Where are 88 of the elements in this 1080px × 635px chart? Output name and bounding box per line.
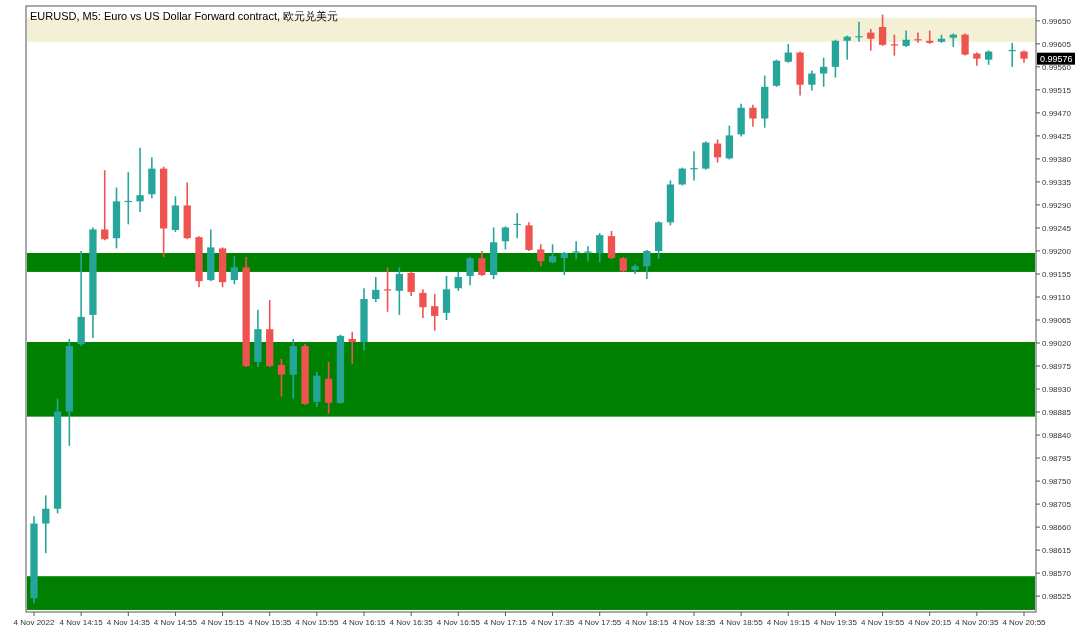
x-tick-label: 4 Nov 16:55 [436, 618, 481, 627]
x-tick-label: 4 Nov 17:55 [578, 618, 622, 627]
x-tick-label: 4 Nov 20:15 [908, 618, 952, 627]
candlestick [395, 266, 404, 316]
candlestick [572, 240, 580, 260]
y-tick-label: 0.98615 [1042, 546, 1072, 556]
candlestick [560, 251, 569, 276]
x-tick-label: 4 Nov 17:15 [483, 618, 528, 627]
y-tick-label: 0.98705 [1042, 500, 1072, 510]
candlestick [867, 28, 875, 52]
x-tick-label: 4 Nov 20:35 [955, 618, 999, 627]
chart-title: EURUSD, M5: Euro vs US Dollar Forward contract, 欧元兑美元 [30, 10, 339, 22]
text: 0.99576 [1040, 54, 1073, 65]
x-tick-label: 4 Nov 16:15 [342, 618, 387, 627]
y-tick-label: 0.98750 [1042, 477, 1072, 487]
candlestick [277, 358, 286, 398]
candlestick [713, 138, 722, 164]
y-tick-label: 0.98975 [1042, 362, 1072, 372]
candlestick [926, 29, 934, 45]
candlestick [230, 255, 239, 285]
candlestick [407, 271, 415, 297]
candlestick [749, 103, 757, 128]
y-tick-label: 0.99110 [1042, 292, 1071, 302]
x-tick-label: 4 Nov 18:55 [719, 618, 764, 627]
candlestick [136, 146, 144, 213]
y-tick-label: 0.99200 [1042, 246, 1072, 256]
candlestick [101, 169, 109, 242]
x-tick-label: 4 Nov 19:35 [813, 618, 858, 627]
candlestick [878, 13, 887, 47]
x-tick-label: 4 Nov 20:55 [1002, 618, 1047, 627]
candlestick [643, 249, 651, 280]
x-tick-label: 4 Nov 15:15 [201, 618, 245, 627]
x-tick-label: 4 Nov 18:35 [672, 618, 717, 627]
y-tick-label: 0.99380 [1042, 154, 1072, 164]
candlestick [383, 266, 392, 313]
y-tick-label: 0.98885 [1042, 408, 1072, 418]
x-tick-label: 4 Nov 19:55 [861, 618, 905, 627]
y-tick-label: 0.98795 [1042, 454, 1072, 464]
candlestick [431, 293, 439, 332]
y-tick-label: 0.99650 [1042, 16, 1072, 26]
x-tick-label: 4 Nov 2022 [13, 618, 56, 627]
x-tick-label: 4 Nov 18:15 [625, 618, 669, 627]
candlestick [537, 243, 545, 268]
y-tick-label: 0.98570 [1042, 569, 1072, 579]
candlestick [372, 276, 380, 303]
candlestick [584, 245, 592, 262]
y-tick-label: 0.99605 [1042, 39, 1072, 49]
y-tick-label: 0.98930 [1042, 385, 1072, 395]
x-tick-label: 4 Nov 15:35 [248, 618, 292, 627]
y-tick-label: 0.99425 [1042, 131, 1072, 141]
y-tick-label: 0.99470 [1042, 108, 1072, 118]
candlestick [42, 494, 50, 554]
y-tick-label: 0.98525 [1042, 592, 1072, 602]
candlestick [784, 43, 792, 64]
x-tick-label: 4 Nov 19:15 [766, 618, 811, 627]
x-tick-label: 4 Nov 14:15 [59, 618, 104, 627]
candlestick [442, 275, 451, 321]
x-tick-label: 4 Nov 14:35 [106, 618, 151, 627]
candlestick [548, 243, 557, 265]
candlestick [466, 256, 474, 287]
y-tick-label: 0.99335 [1042, 177, 1072, 187]
candlestick [607, 230, 616, 260]
candlestick [596, 232, 604, 264]
y-tick-label: 0.99065 [1042, 315, 1072, 325]
candlestick [961, 32, 969, 57]
candlestick [843, 34, 851, 61]
candlestick [478, 250, 486, 277]
y-tick-label: 0.98660 [1042, 523, 1072, 533]
y-tick-label: 0.99155 [1042, 269, 1072, 279]
x-tick-label: 4 Nov 15:55 [295, 618, 339, 627]
candlestick [348, 330, 356, 365]
candlestick [725, 124, 734, 161]
candlestick [501, 225, 510, 251]
candlestick [454, 271, 462, 292]
y-tick-label: 0.99245 [1042, 223, 1072, 233]
y-tick-label: 0.99560 [1042, 62, 1072, 72]
y-tick-label: 0.99020 [1042, 339, 1072, 349]
candlestick [419, 288, 427, 319]
y-tick-label: 0.99515 [1042, 85, 1072, 95]
x-tick-label: 4 Nov 16:35 [389, 618, 434, 627]
y-tick-label: 0.99290 [1042, 200, 1072, 210]
candlestick [890, 33, 899, 57]
candlestick [819, 56, 828, 88]
x-tick-label: 4 Nov 17:35 [531, 618, 575, 627]
y-tick-label: 0.98840 [1042, 431, 1072, 441]
candlestick [949, 32, 957, 48]
x-tick-label: 4 Nov 14:55 [153, 618, 198, 627]
candlestick [808, 69, 816, 92]
